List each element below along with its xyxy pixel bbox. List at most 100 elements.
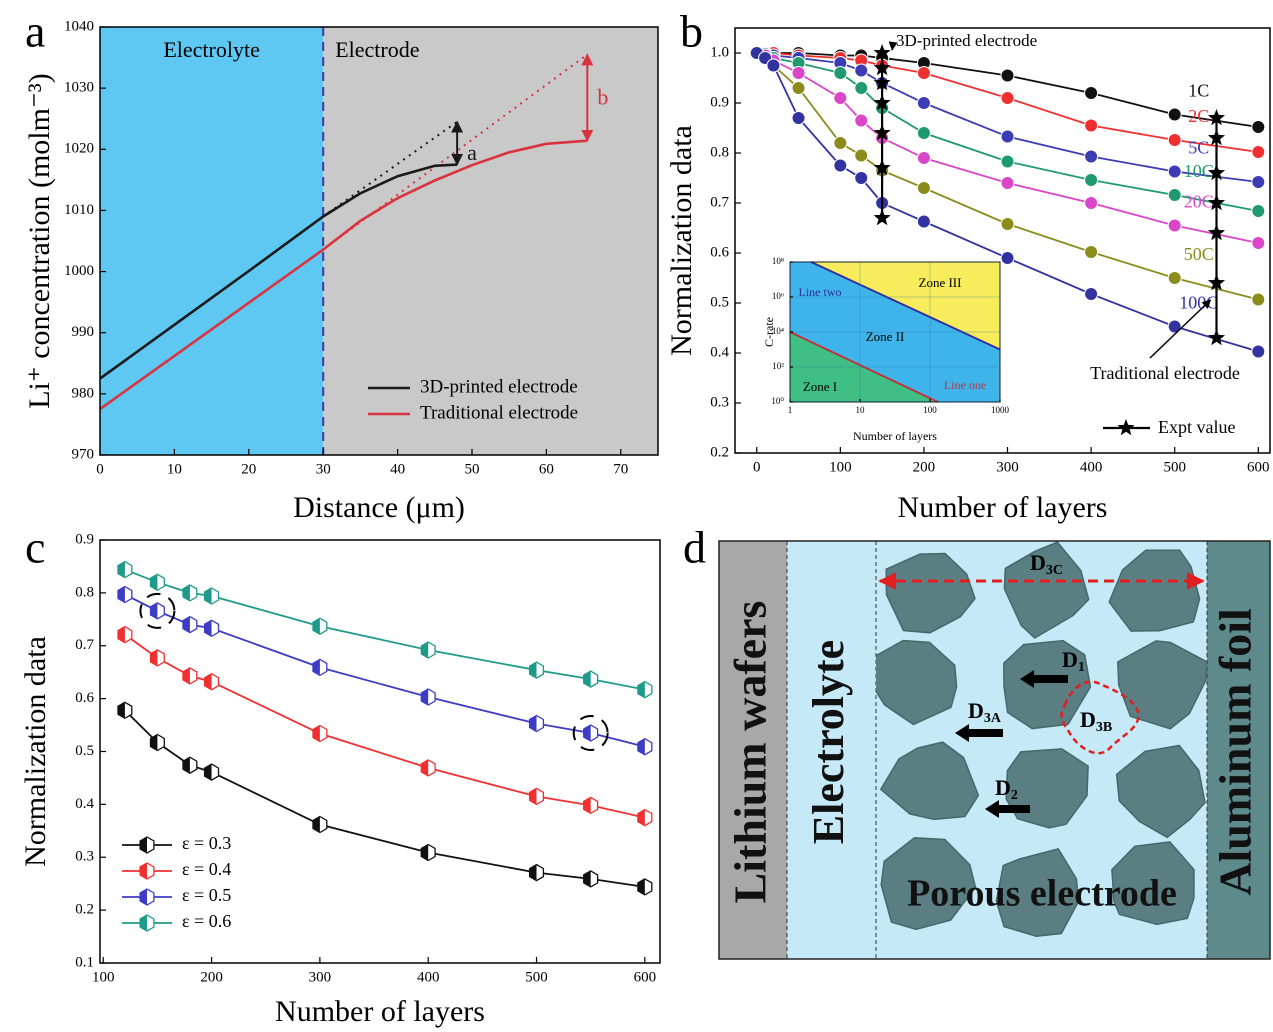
y-tick-label: 0.4 [710,344,729,360]
plot-frame [734,27,1271,454]
annotation: Traditional electrode [1090,363,1240,383]
line-label: Line two [799,285,842,299]
panel-frame [718,540,1271,960]
y-tick-label: 10⁰ [771,396,784,406]
x-tick-label: 200 [913,459,936,475]
annotation: 3D-printed electrode [896,31,1037,50]
pore [1060,680,1140,755]
point [854,81,869,95]
point [1251,175,1266,189]
diffusion-arrow [1032,675,1068,683]
point [583,796,599,815]
lithium-strip [719,541,787,959]
arrow-label: b [597,85,608,110]
aluminum-strip [1207,541,1270,959]
diffusion-label: D1 [1062,647,1085,675]
particle [876,639,958,726]
point [182,667,198,685]
legend-marker [140,837,147,853]
x-tick-label: 1000 [991,405,1010,415]
particle [1117,640,1207,730]
legend-star [1117,419,1135,436]
expt-star [873,59,891,76]
particle [880,837,977,931]
x-tick-label: 1 [788,405,793,415]
point [833,66,848,80]
x-tick-label: 70 [613,461,628,477]
particle [1115,744,1206,839]
point [149,602,165,620]
plot-frame [99,26,659,456]
diffusion-symbol: D [968,698,984,723]
point-half [421,844,429,861]
point [117,560,133,579]
point [203,619,220,638]
y-tick-label: 1.0 [710,44,729,60]
y-tick-label: 1020 [64,141,94,157]
point [1251,145,1266,159]
point [528,863,545,882]
point [854,113,869,128]
y-tick-label: 10⁴ [772,326,784,336]
series-label: 100C [1179,293,1218,313]
point [916,126,931,140]
y-tick-label: 1000 [64,263,94,279]
x-axis-label: Number of layers [853,429,937,443]
x-axis-label: Distance (μm) [293,491,465,524]
point [182,584,198,602]
y-tick-label: 980 [72,385,95,401]
expt-star [873,209,891,226]
annotation-arrow [888,41,898,51]
y-tick-label: 0.3 [710,394,729,410]
arrow-label: a [467,140,477,165]
point-half [312,725,320,742]
point-half [182,757,190,774]
diffusion-arrowhead [955,724,969,742]
panel-letter: d [683,522,706,573]
y-tick-label: 0.7 [75,637,94,653]
x-tick-label: 100 [92,969,115,985]
diffusion-symbol: D [1062,647,1078,672]
point [583,724,599,742]
legend-marker [140,863,147,879]
point [1084,245,1099,259]
diffusion-subscript: 1 [1078,660,1085,675]
point-half [421,759,429,776]
x-tick-label: 40 [390,461,405,477]
y-tick-label: 0.1 [75,954,94,970]
expt-star [1207,164,1226,181]
point [1084,173,1099,187]
point [854,148,869,163]
diffusion-label: D3C [1030,550,1063,578]
particle [1111,841,1195,926]
y-tick-label: 1040 [64,18,94,34]
point-half [583,797,591,814]
point [1084,149,1099,164]
point [1000,154,1015,169]
point [203,763,220,781]
legend-marker [140,889,147,905]
point [583,870,599,888]
point-half [117,561,125,578]
point [791,111,806,125]
zone-label: Zone II [866,329,905,344]
x-tick-label: 0 [753,459,761,475]
expt-star [873,124,891,141]
point [203,587,220,605]
point [637,680,653,699]
point [766,58,781,73]
expt-star [1207,109,1226,126]
annotation-arrow [1149,299,1212,359]
diffusion-symbol: D [1080,707,1096,732]
point-half [150,602,158,619]
expt-star [1207,129,1226,146]
legend-label: ε = 0.4 [182,859,231,879]
point-half [312,659,320,676]
y-axis-label: Normalization data [665,125,698,356]
expt-star [873,94,891,111]
y-tick-label: 10⁶ [772,291,784,301]
x-tick-label: 10 [856,405,866,415]
y-tick-label: 10² [772,361,784,371]
x-tick-label: 400 [1080,459,1103,475]
